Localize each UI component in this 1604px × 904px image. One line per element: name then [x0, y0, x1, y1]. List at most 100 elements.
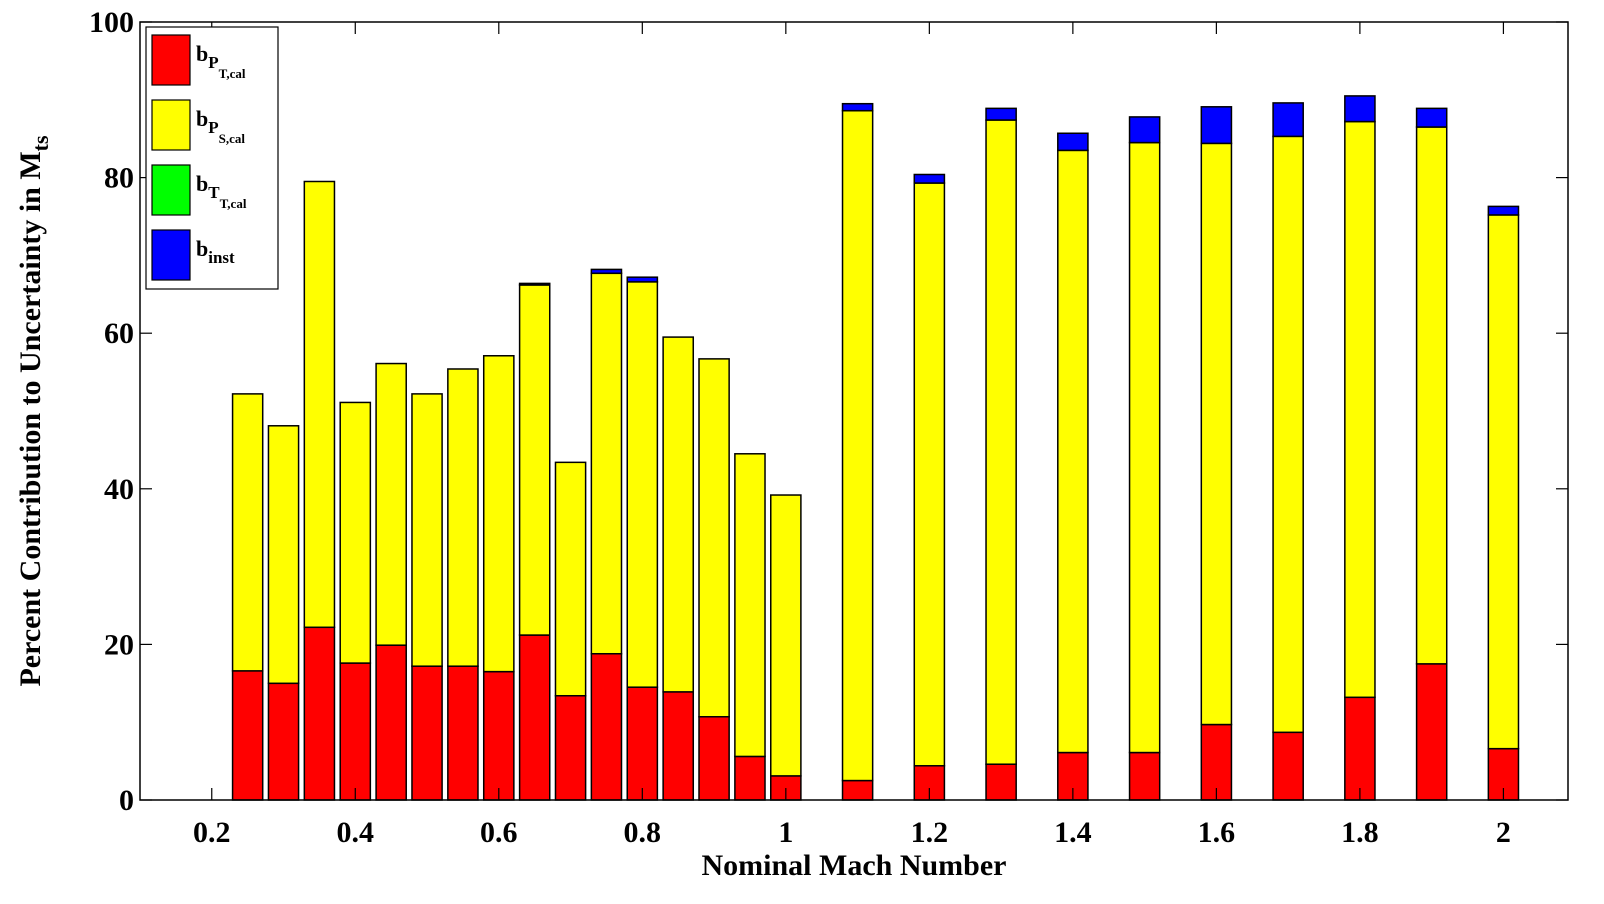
bar-segment-b_inst-16	[841, 102, 874, 112]
y-tick-label-1: 20	[104, 628, 134, 661]
bar-segment-b_P_S,cal-4	[375, 362, 407, 646]
bar-segment-b_P_T,cal-22	[1272, 731, 1304, 801]
bar-segment-b_P_T,cal-20	[1128, 751, 1161, 801]
bar-segment-b_inst-20	[1128, 116, 1161, 144]
y-tick-label-4: 80	[104, 162, 134, 195]
bar-segment-b_P_S,cal-23	[1344, 120, 1376, 699]
bar-segment-b_inst-8	[518, 282, 551, 286]
bars-group	[231, 95, 1520, 801]
bar-segment-b_P_T,cal-7	[482, 670, 515, 801]
x-tick-label-4: 1	[778, 816, 793, 849]
bar-segment-b_P_T,cal-8	[518, 634, 551, 801]
bar-segment-b_P_T,cal-6	[447, 665, 479, 801]
legend-label-sub2: S,cal	[219, 131, 246, 146]
bar-segment-b_P_S,cal-24	[1415, 126, 1448, 665]
x-tick-label-2: 0.6	[480, 816, 518, 849]
bar-segment-b_P_T,cal-16	[841, 779, 874, 801]
bar-segment-b_P_T,cal-3	[339, 662, 372, 801]
bar-segment-b_P_S,cal-5	[411, 393, 443, 667]
bar-segment-b_inst-22	[1272, 102, 1304, 138]
bar-segment-b_inst-17	[913, 173, 946, 184]
bar-segment-b_P_T,cal-5	[411, 665, 443, 801]
bar-segment-b_P_S,cal-6	[447, 368, 479, 667]
bar-segment-b_P_T,cal-4	[375, 644, 407, 801]
bar-segment-b_P_T,cal-24	[1415, 663, 1448, 801]
bar-segment-b_P_S,cal-14	[734, 453, 766, 758]
legend-label-sub1: inst	[208, 248, 235, 267]
y-tick-label-2: 40	[104, 473, 134, 506]
bar-segment-b_P_S,cal-2	[303, 180, 336, 629]
legend-label-b_T_T,cal: bTT,cal	[196, 171, 247, 211]
bar-segment-b_inst-23	[1344, 95, 1376, 123]
bar-segment-b_P_T,cal-13	[698, 716, 730, 801]
legend-label-sub1: P	[208, 118, 218, 137]
y-tick-label-0: 0	[119, 784, 134, 817]
x-tick-label-5: 1.2	[911, 816, 949, 849]
legend-label-b_P_S,cal: bPS,cal	[196, 106, 245, 146]
bar-segment-b_P_T,cal-23	[1344, 696, 1376, 801]
bar-segment-b_P_S,cal-20	[1128, 141, 1161, 754]
x-tick-label-6: 1.4	[1054, 816, 1092, 849]
bar-segment-b_P_S,cal-3	[339, 401, 372, 664]
legend-label-b_inst: binst	[196, 236, 235, 267]
bar-segment-b_P_S,cal-25	[1487, 214, 1520, 750]
bar-segment-b_P_S,cal-17	[913, 182, 946, 767]
bar-segment-b_P_T,cal-1	[267, 682, 300, 801]
y-tick-label-5: 100	[89, 6, 134, 39]
x-tick-label-9: 2	[1496, 816, 1511, 849]
y-axis-label-subscript: ts	[28, 135, 53, 151]
bar-segment-b_inst-24	[1415, 107, 1448, 128]
bar-segment-b_inst-19	[1057, 132, 1089, 152]
bar-segment-b_P_S,cal-0	[231, 393, 264, 672]
bar-segment-b_P_T,cal-12	[662, 691, 695, 801]
bar-segment-b_P_S,cal-10	[590, 272, 623, 655]
bar-segment-b_inst-11	[626, 276, 659, 283]
bar-segment-b_P_T,cal-21	[1200, 723, 1233, 801]
bar-segment-b_P_S,cal-12	[662, 336, 695, 693]
bar-segment-b_P_S,cal-16	[841, 109, 874, 782]
axes-frame	[139, 21, 1569, 801]
legend-label-main: b	[196, 171, 208, 196]
x-tick-label-8: 1.8	[1341, 816, 1379, 849]
bar-segment-b_P_S,cal-22	[1272, 135, 1304, 734]
bar-segment-b_P_T,cal-11	[626, 686, 659, 801]
legend-label-sub2: T,cal	[220, 196, 247, 211]
legend-label-sub1: T	[208, 183, 220, 202]
bar-segment-b_P_T,cal-10	[590, 652, 623, 801]
x-tick-label-3: 0.8	[624, 816, 662, 849]
bar-segment-b_inst-18	[985, 107, 1017, 121]
legend-label-sub2: T,cal	[219, 66, 246, 81]
legend-swatch-b_inst	[151, 229, 191, 281]
bar-segment-b_P_S,cal-7	[482, 355, 515, 673]
y-axis-label: Percent Contribution to Uncertainty in M…	[14, 135, 53, 687]
bar-segment-b_P_S,cal-9	[554, 461, 587, 697]
legend-swatch-b_T_T,cal	[151, 164, 191, 216]
bar-segment-b_inst-10	[590, 268, 623, 275]
bar-segment-b_P_S,cal-1	[267, 425, 300, 685]
x-tick-label-0: 0.2	[193, 816, 231, 849]
y-axis-label-main: Percent Contribution to Uncertainty in M	[14, 151, 47, 686]
bar-segment-b_P_S,cal-19	[1057, 149, 1089, 754]
legend-swatch-b_P_S,cal	[151, 99, 191, 151]
legend-swatch-b_P_T,cal	[151, 34, 191, 86]
legend-label-main: b	[196, 236, 208, 261]
bar-segment-b_P_T,cal-18	[985, 763, 1017, 801]
bar-segment-b_P_T,cal-0	[231, 670, 264, 801]
bar-segment-b_P_S,cal-13	[698, 358, 730, 718]
bar-segment-b_P_S,cal-18	[985, 119, 1017, 765]
bar-segment-b_inst-21	[1200, 106, 1233, 145]
legend-label-main: b	[196, 41, 208, 66]
bar-segment-b_P_S,cal-8	[518, 284, 551, 636]
bar-segment-b_P_S,cal-15	[770, 494, 802, 777]
bar-segment-b_P_T,cal-9	[554, 694, 587, 801]
legend-label-b_P_T,cal: bPT,cal	[196, 41, 246, 81]
bar-segment-b_P_T,cal-2	[303, 626, 336, 801]
bar-segment-b_P_S,cal-11	[626, 281, 659, 688]
bar-segment-b_P_T,cal-14	[734, 755, 766, 801]
y-tick-label-3: 60	[104, 317, 134, 350]
x-axis-label: Nominal Mach Number	[702, 849, 1007, 882]
legend-label-main: b	[196, 106, 208, 131]
